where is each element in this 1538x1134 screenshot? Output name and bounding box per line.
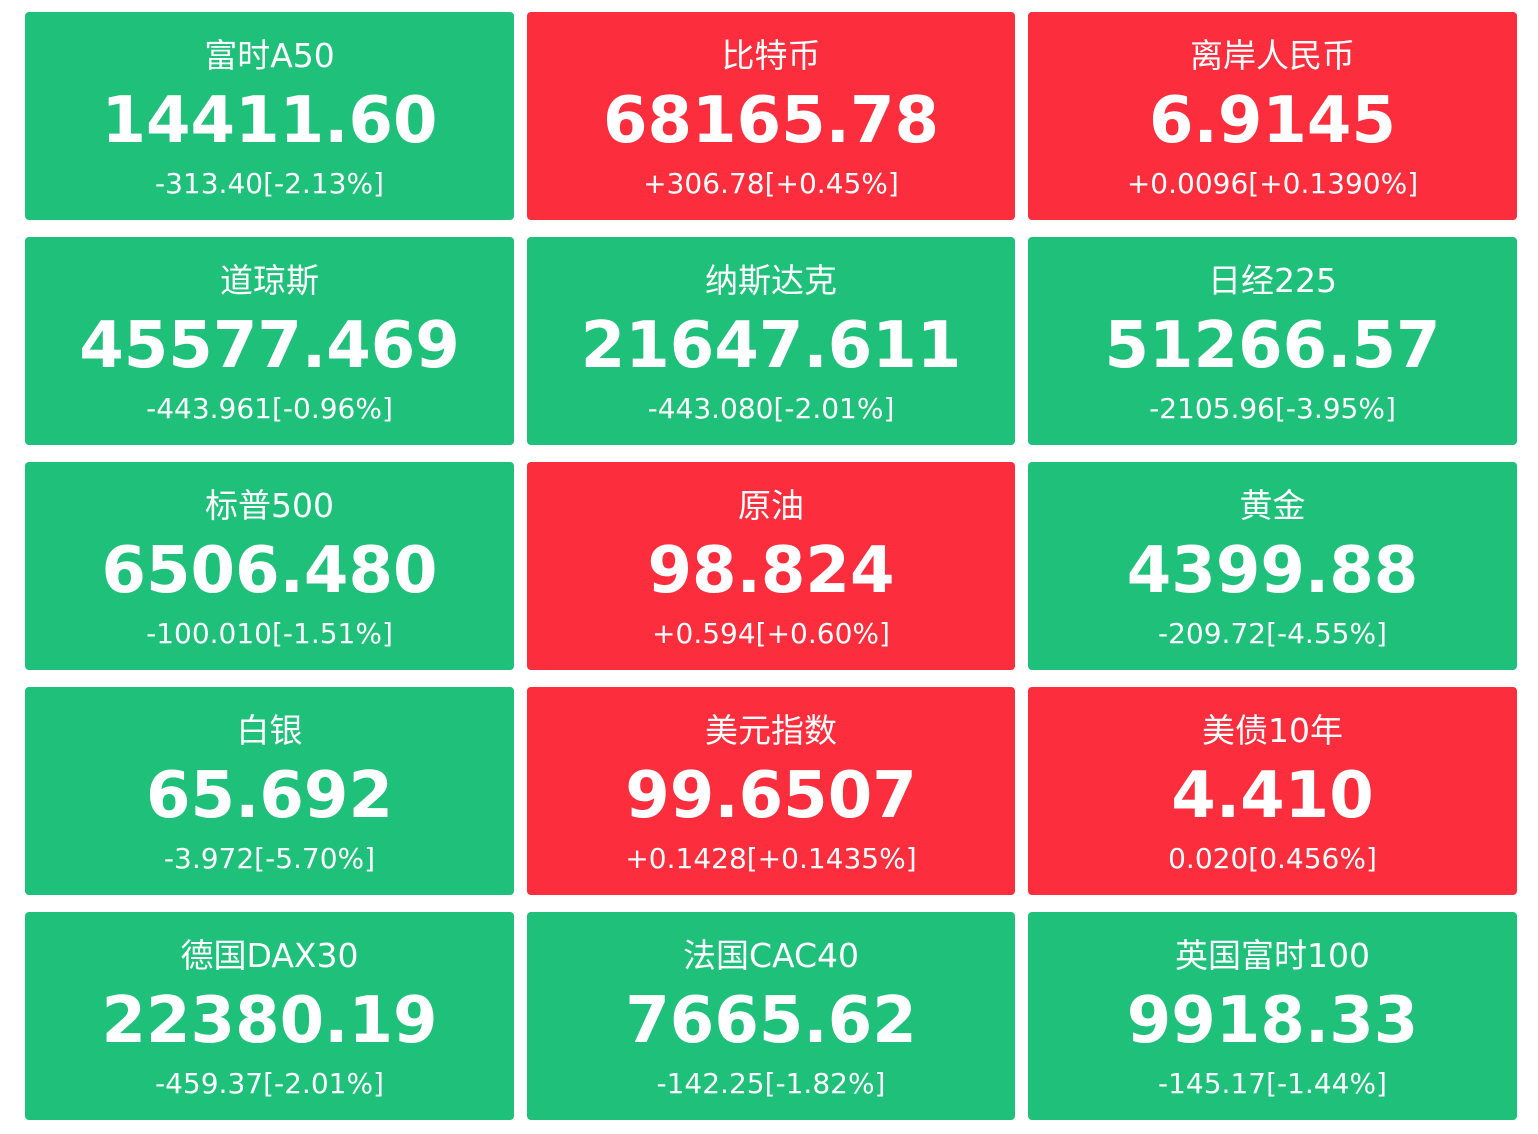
quote-price: 22380.19 <box>101 984 438 1058</box>
quote-card[interactable]: 原油 98.824 +0.594[+0.60%] <box>527 462 1015 670</box>
quote-card[interactable]: 美债10年 4.410 0.020[0.456%] <box>1028 687 1517 895</box>
quote-card[interactable]: 美元指数 99.6507 +0.1428[+0.1435%] <box>527 687 1015 895</box>
quote-card[interactable]: 比特币 68165.78 +306.78[+0.45%] <box>527 12 1015 220</box>
quote-price: 4.410 <box>1171 759 1374 833</box>
quote-price: 98.824 <box>647 534 895 608</box>
quote-change: -145.17[-1.44%] <box>1158 1067 1387 1100</box>
quote-change: -100.010[-1.51%] <box>146 617 393 650</box>
quote-name: 原油 <box>738 486 804 525</box>
quote-price: 21647.611 <box>580 309 962 383</box>
quote-name: 纳斯达克 <box>705 261 837 300</box>
quote-change: +0.1428[+0.1435%] <box>625 842 917 875</box>
quote-name: 美元指数 <box>705 711 837 750</box>
quote-card[interactable]: 纳斯达克 21647.611 -443.080[-2.01%] <box>527 237 1015 445</box>
quote-change: +306.78[+0.45%] <box>643 167 899 200</box>
quote-change: -443.080[-2.01%] <box>647 392 895 425</box>
quote-price: 65.692 <box>146 759 393 833</box>
quote-change: +0.594[+0.60%] <box>652 617 890 650</box>
quote-change: -2105.96[-3.95%] <box>1149 392 1396 425</box>
quote-change: -459.37[-2.01%] <box>155 1067 384 1100</box>
quote-change: -209.72[-4.55%] <box>1158 617 1387 650</box>
quote-card[interactable]: 标普500 6506.480 -100.010[-1.51%] <box>25 462 514 670</box>
quote-name: 日经225 <box>1208 261 1337 300</box>
quote-card[interactable]: 德国DAX30 22380.19 -459.37[-2.01%] <box>25 912 514 1120</box>
quote-change: -3.972[-5.70%] <box>163 842 376 875</box>
quote-grid: 富时A50 14411.60 -313.40[-2.13%] 比特币 68165… <box>25 12 1517 1120</box>
quote-name: 黄金 <box>1239 486 1306 525</box>
quote-change: -443.961[-0.96%] <box>146 392 393 425</box>
quote-change: -142.25[-1.82%] <box>656 1067 886 1100</box>
quote-name: 白银 <box>236 711 303 750</box>
quote-name: 德国DAX30 <box>180 936 359 975</box>
quote-price: 9918.33 <box>1126 984 1419 1058</box>
quote-name: 离岸人民币 <box>1190 36 1355 75</box>
quote-card[interactable]: 黄金 4399.88 -209.72[-4.55%] <box>1028 462 1517 670</box>
quote-card[interactable]: 法国CAC40 7665.62 -142.25[-1.82%] <box>527 912 1015 1120</box>
quote-price: 6506.480 <box>101 534 438 608</box>
quote-price: 45577.469 <box>79 309 460 383</box>
quote-card[interactable]: 离岸人民币 6.9145 +0.0096[+0.1390%] <box>1028 12 1517 220</box>
quote-price: 6.9145 <box>1149 84 1396 158</box>
quote-name: 标普500 <box>205 486 334 525</box>
quote-card[interactable]: 白银 65.692 -3.972[-5.70%] <box>25 687 514 895</box>
quote-price: 51266.57 <box>1104 309 1441 383</box>
quote-name: 美债10年 <box>1202 711 1343 750</box>
quote-change: +0.0096[+0.1390%] <box>1126 167 1419 200</box>
quote-name: 富时A50 <box>204 36 335 75</box>
quote-name: 比特币 <box>721 36 821 75</box>
quote-price: 68165.78 <box>602 84 940 158</box>
quote-price: 14411.60 <box>101 84 438 158</box>
quote-card[interactable]: 英国富时100 9918.33 -145.17[-1.44%] <box>1028 912 1517 1120</box>
quote-card[interactable]: 日经225 51266.57 -2105.96[-3.95%] <box>1028 237 1517 445</box>
quote-price: 99.6507 <box>625 759 917 833</box>
quote-name: 英国富时100 <box>1175 936 1370 975</box>
quote-name: 法国CAC40 <box>682 936 860 975</box>
quote-price: 4399.88 <box>1126 534 1419 608</box>
quote-price: 7665.62 <box>625 984 917 1058</box>
quote-name: 道琼斯 <box>220 261 319 300</box>
quote-card[interactable]: 富时A50 14411.60 -313.40[-2.13%] <box>25 12 514 220</box>
quote-card[interactable]: 道琼斯 45577.469 -443.961[-0.96%] <box>25 237 514 445</box>
quote-change: 0.020[0.456%] <box>1168 842 1377 875</box>
quote-change: -313.40[-2.13%] <box>155 167 384 200</box>
